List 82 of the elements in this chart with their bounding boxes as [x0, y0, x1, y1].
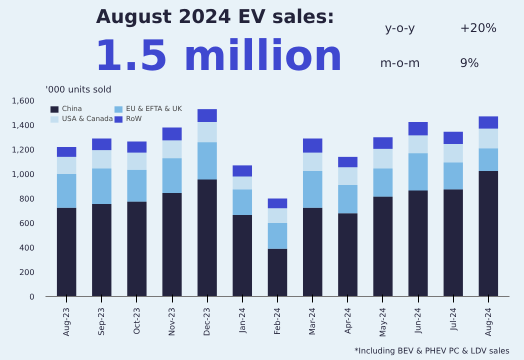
bar: [408, 153, 428, 191]
x-tick-label: Sep-23: [97, 307, 106, 336]
bar: [302, 152, 322, 171]
text: m-o-m: [379, 55, 421, 72]
bar: [56, 147, 76, 157]
x-tick-label: Oct-23: [132, 307, 142, 334]
bar: [302, 138, 322, 153]
bar: [127, 142, 147, 153]
bar: [268, 248, 288, 296]
bar: [338, 167, 358, 186]
bar: [373, 137, 393, 149]
x-tick-label: Mar-24: [308, 307, 318, 336]
bar: [408, 135, 428, 154]
bar: [56, 208, 76, 296]
bar: [162, 192, 182, 296]
bar: [92, 204, 112, 296]
x-tick-label: May-24: [378, 307, 388, 337]
bar: [338, 185, 358, 214]
chart-title: August 2024 EV sales:: [96, 5, 335, 30]
bar: [478, 170, 498, 296]
x-tick-label: Jul-24: [448, 308, 458, 332]
bar: [268, 198, 288, 208]
y-tick-label: 1,400: [12, 121, 35, 130]
y-tick-label: 600: [19, 219, 35, 228]
y-tick-label: 1,200: [12, 146, 35, 154]
bar: [302, 208, 322, 296]
y-tick-label: 800: [19, 194, 35, 204]
text: *Including BEV & PHEV PC & LDV sales: [354, 346, 510, 356]
bar: [232, 189, 252, 216]
bar: [444, 132, 463, 144]
y-tick-label: 1,000: [12, 170, 35, 179]
bar: [162, 127, 182, 140]
bar: [56, 156, 76, 174]
bar: [444, 144, 463, 162]
bar: [162, 140, 182, 158]
x-tick-label: Aug-24: [484, 308, 493, 336]
bar: [198, 142, 217, 180]
text: y-o-y: [384, 20, 416, 37]
x-tick-label: Jun-24: [414, 307, 423, 334]
y-axis-title: '000 units sold: [46, 86, 112, 96]
bar: [127, 170, 147, 202]
y-tick-label: 1,600: [12, 96, 35, 106]
x-tick-label: Feb-24: [273, 307, 282, 335]
bar: [198, 180, 217, 296]
text: +20%: [460, 20, 497, 37]
x-tick-label: Dec-23: [202, 308, 212, 336]
bar: [478, 116, 498, 129]
bar: [373, 148, 393, 168]
bar: [444, 162, 463, 190]
y-tick-label: 0: [29, 292, 35, 302]
x-tick-label: Aug-23: [62, 308, 72, 336]
bar: [127, 152, 147, 170]
bar: [478, 148, 498, 171]
bar: [302, 170, 322, 208]
bar: [92, 168, 112, 204]
bar: [268, 223, 288, 249]
bar: [338, 213, 358, 296]
y-tick-label: 400: [19, 244, 35, 252]
bar: [408, 190, 428, 296]
bar: [56, 174, 76, 208]
x-tick-label: Jan-24: [238, 307, 247, 334]
bar: [232, 215, 252, 296]
bar: [198, 109, 217, 122]
bar: [232, 165, 252, 176]
bar: [127, 202, 147, 296]
bar: [444, 189, 463, 296]
bar: [198, 122, 217, 142]
text: 9%: [460, 55, 480, 72]
bar: [162, 158, 182, 193]
bar: [408, 122, 428, 136]
bar: [373, 196, 393, 296]
y-tick-label: 200: [19, 268, 35, 277]
chart-subtitle: 1.5 million: [94, 31, 344, 80]
bar: [373, 168, 393, 197]
bar: [232, 176, 252, 190]
bar: [478, 128, 498, 148]
x-tick-label: Apr-24: [343, 307, 352, 334]
bar: [92, 138, 112, 150]
x-tick-label: Nov-23: [168, 307, 177, 336]
bar: [268, 208, 288, 223]
bar: [338, 156, 358, 168]
bar: [92, 150, 112, 168]
